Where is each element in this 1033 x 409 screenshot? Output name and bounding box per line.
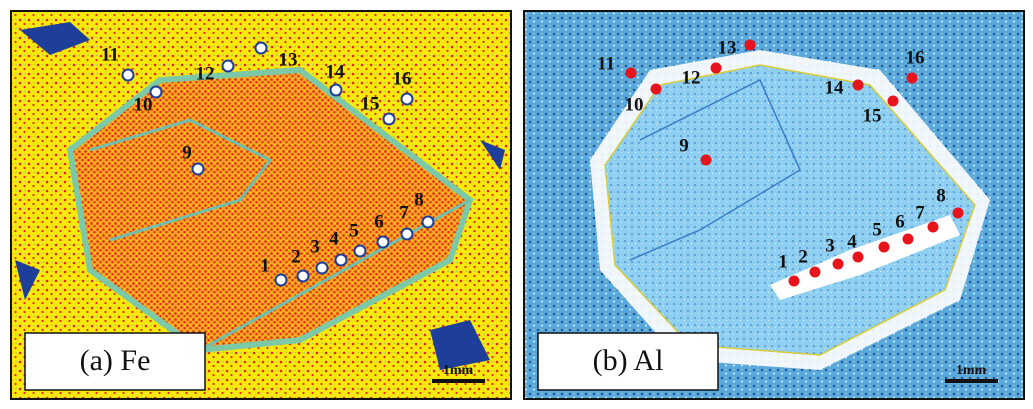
spot-label: 10 <box>134 94 153 115</box>
spot-marker <box>789 276 800 287</box>
spot-label: 14 <box>825 77 845 98</box>
spot-marker <box>711 63 722 74</box>
spot-label: 3 <box>825 235 835 256</box>
spot-marker <box>853 80 864 91</box>
panel-label: (b) Al <box>593 344 664 377</box>
spot-label: 1 <box>778 251 788 272</box>
spot-marker <box>701 155 712 166</box>
spot-label: 13 <box>718 37 737 58</box>
scale-label: 1mm <box>956 363 987 378</box>
spot-marker <box>123 70 134 81</box>
spot-marker <box>651 84 662 95</box>
spot-marker <box>402 94 413 105</box>
spot-marker <box>879 242 890 253</box>
spot-marker <box>384 114 395 125</box>
panel-label: (a) Fe <box>80 344 151 377</box>
spot-label: 5 <box>872 219 882 240</box>
spot-marker <box>928 222 939 233</box>
spot-label: 10 <box>625 94 644 115</box>
spot-label: 12 <box>682 67 701 88</box>
spot-marker <box>378 237 389 248</box>
spot-label: 11 <box>597 53 615 74</box>
spot-label: 7 <box>915 202 925 223</box>
spot-label: 6 <box>895 211 905 232</box>
spot-marker <box>331 85 342 96</box>
spot-label: 15 <box>361 93 380 114</box>
spot-label: 16 <box>906 47 925 68</box>
spot-label: 4 <box>329 228 339 249</box>
spot-marker <box>256 43 267 54</box>
spot-label: 3 <box>310 236 320 257</box>
spot-marker <box>223 61 234 72</box>
spot-label: 11 <box>101 44 119 65</box>
spot-marker <box>810 267 821 278</box>
spot-label: 5 <box>349 220 359 241</box>
spot-marker <box>903 234 914 245</box>
spot-label: 8 <box>414 189 424 210</box>
spot-label: 8 <box>936 185 946 206</box>
spot-label: 2 <box>798 246 808 267</box>
spot-marker <box>888 96 899 107</box>
spot-label: 9 <box>182 142 192 163</box>
figure: 12345678910111213141516(a) Fe1mm12345678… <box>0 0 1033 409</box>
spot-marker <box>745 40 756 51</box>
spot-label: 12 <box>196 63 215 84</box>
spot-marker <box>317 263 328 274</box>
spot-marker <box>355 246 366 257</box>
spot-marker <box>626 68 637 79</box>
spot-marker <box>402 229 413 240</box>
spot-label: 16 <box>393 68 412 89</box>
spot-marker <box>193 164 204 175</box>
spot-label: 9 <box>679 135 689 156</box>
spot-marker <box>953 208 964 219</box>
spot-marker <box>853 252 864 263</box>
spot-label: 7 <box>399 202 409 223</box>
spot-label: 2 <box>291 246 301 267</box>
spot-marker <box>907 73 918 84</box>
spot-marker <box>833 259 844 270</box>
spot-label: 15 <box>863 105 882 126</box>
spot-label: 6 <box>374 211 384 232</box>
spot-label: 4 <box>847 231 857 252</box>
spot-label: 13 <box>279 49 298 70</box>
spot-marker <box>423 217 434 228</box>
spot-label: 1 <box>260 255 270 276</box>
spot-marker <box>298 271 309 282</box>
spot-label: 14 <box>326 61 346 82</box>
scale-label: 1mm <box>443 363 474 378</box>
spot-marker <box>336 255 347 266</box>
spot-marker <box>276 275 287 286</box>
